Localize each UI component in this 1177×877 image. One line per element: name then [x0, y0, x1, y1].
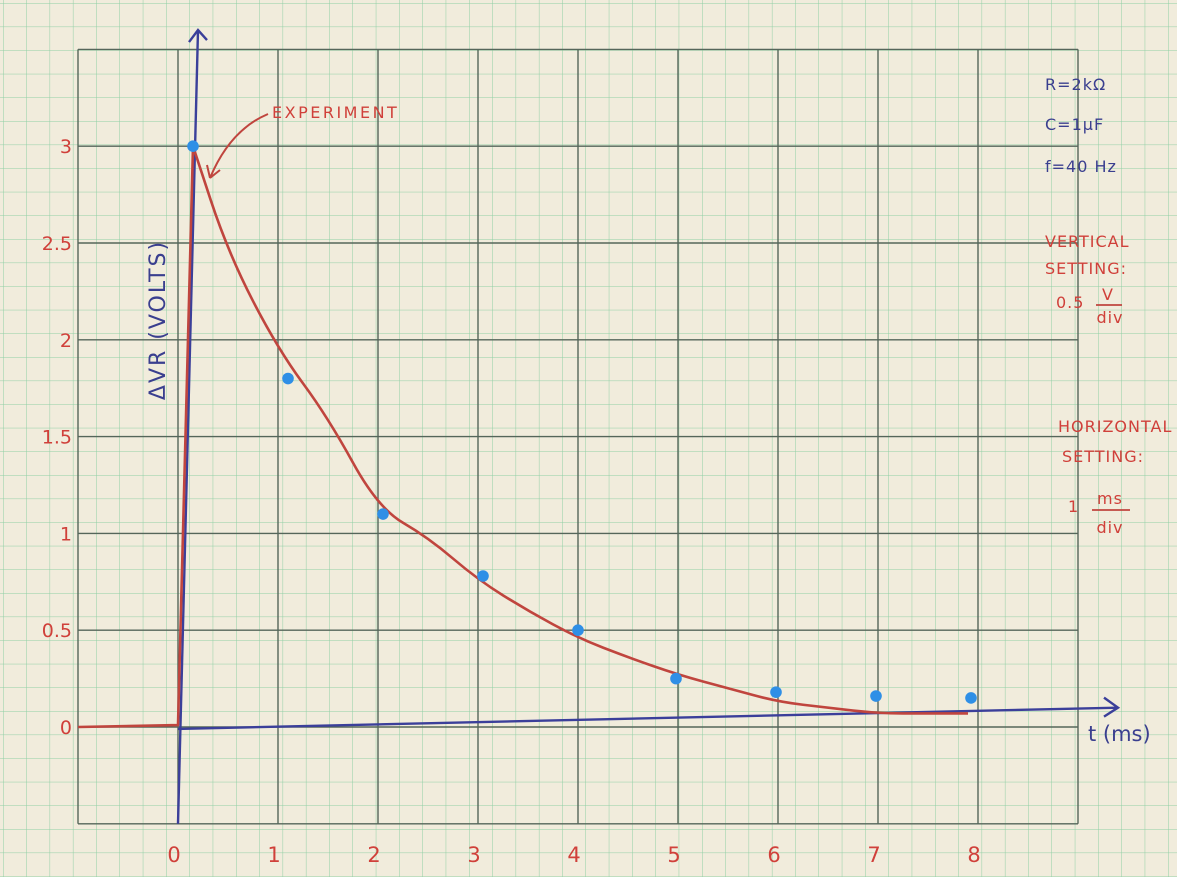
y-tick-label: 1 [60, 523, 72, 545]
major-grid [77, 48, 1079, 825]
horizontal-setting-value: 1 [1068, 497, 1079, 516]
y-axis [176, 30, 200, 824]
data-point [572, 624, 584, 636]
x-tick-label: 1 [267, 843, 280, 867]
data-point [187, 140, 199, 152]
y-tick-label: 2 [60, 330, 72, 352]
horizontal-setting-unit-denominator: div [1096, 518, 1123, 537]
y-tick-label: 3 [60, 136, 72, 158]
x-tick-label: 7 [867, 843, 880, 867]
data-point [477, 570, 489, 582]
x-axis [177, 706, 1119, 731]
experiment-curve-layer [77, 144, 968, 729]
y-tick-label: 0 [60, 717, 72, 739]
x-tick-label: 3 [467, 843, 480, 867]
horizontal-setting-subtitle: SETTING: [1062, 447, 1144, 466]
data-point [870, 690, 882, 702]
x-tick-label: 2 [367, 843, 380, 867]
horizontal-setting-title: HORIZONTAL [1058, 417, 1172, 436]
data-points-layer [187, 140, 977, 704]
y-axis-arrow-icon [188, 28, 208, 43]
vertical-setting-unit-denominator: div [1096, 308, 1123, 327]
capacitance-note: C=1μF [1045, 115, 1104, 134]
x-tick-label: 0 [167, 843, 180, 867]
x-axis-arrow-icon [1103, 696, 1121, 718]
data-point [965, 692, 977, 704]
x-tick-label: 8 [967, 843, 980, 867]
vertical-setting-unit-numerator: V [1102, 285, 1114, 304]
data-point [377, 508, 389, 520]
resistance-note: R=2kΩ [1045, 75, 1106, 94]
x-tick-label: 6 [767, 843, 780, 867]
y-tick-label: 1.5 [42, 427, 72, 449]
data-point [770, 686, 782, 698]
x-axis-label: t (ms) [1088, 722, 1151, 746]
experiment-label: EXPERIMENT [272, 103, 399, 122]
y-tick-label: 0.5 [42, 620, 72, 642]
frequency-note: f=40 Hz [1045, 157, 1117, 176]
data-point [282, 372, 294, 385]
vertical-setting-subtitle: SETTING: [1045, 259, 1127, 278]
data-point [670, 672, 682, 685]
y-tick-label: 2.5 [42, 233, 72, 255]
vertical-setting-value: 0.5 [1056, 293, 1084, 312]
experiment-curve [77, 144, 968, 729]
y-axis-label: ΔVR (VOLTS) [146, 240, 171, 400]
vertical-setting-title: VERTICAL [1045, 232, 1130, 251]
x-tick-label: 4 [567, 843, 580, 867]
horizontal-setting-unit-numerator: ms [1097, 489, 1123, 508]
tick-labels: 0 1 2 3 4 5 6 7 8 0 0.5 1 1.5 2 2.5 3 [42, 136, 981, 867]
x-tick-label: 5 [667, 843, 680, 867]
experiment-pointer-arrow-icon [206, 113, 269, 179]
